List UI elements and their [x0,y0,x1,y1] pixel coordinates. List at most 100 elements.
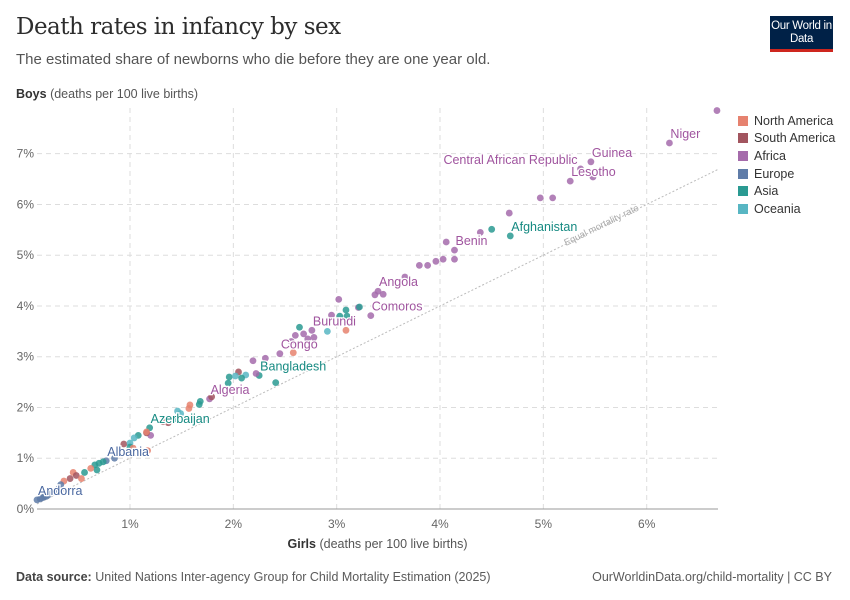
data-point [143,428,150,436]
data-point [78,475,85,482]
data-point [177,410,185,417]
x-axis-label-bold: Girls [287,537,317,551]
y-axis-label: Boys (deaths per 100 live births) [16,87,198,101]
legend-item[interactable]: Oceania [738,200,835,218]
data-point [252,370,260,377]
data-point [120,440,128,448]
data-source-label: Data source: [16,570,92,584]
data-point [304,335,312,343]
data-point [424,261,432,269]
equal-mortality-line [36,168,719,505]
data-source: Data source: United Nations Inter-agency… [16,570,491,584]
data-point [232,372,239,380]
data-point [335,295,343,303]
y-tick-label: 7% [17,147,35,161]
data-point [439,255,447,263]
data-point [323,327,331,335]
data-point [379,290,387,298]
point-label: Algeria [211,383,250,397]
data-point [195,401,203,408]
data-point [185,405,193,412]
y-axis-label-unit: (deaths per 100 live births) [50,87,199,101]
data-point [93,466,101,474]
data-point [42,492,50,500]
data-point [224,379,232,387]
legend-label: Africa [754,148,786,163]
data-point [451,246,458,254]
data-point [130,434,138,442]
owid-logo[interactable]: Our World in Data [770,16,833,52]
data-point [225,373,233,381]
data-point [432,257,440,265]
data-point [111,454,118,462]
data-point [328,311,335,319]
point-label: Andorra [38,484,83,498]
point-label: Benin [455,234,487,248]
data-point [587,158,595,166]
point-label: Azerbaijan [151,412,210,426]
x-tick-label: 4% [431,517,449,531]
data-point [488,225,496,233]
data-point [296,323,303,331]
data-point [566,177,574,185]
data-point [261,354,269,362]
data-point [87,464,95,472]
data-point [308,326,316,334]
legend-label: Oceania [754,201,801,216]
data-point [99,458,107,466]
point-label: Bangladesh [260,360,326,374]
x-tick-label: 2% [225,517,243,531]
data-point [55,485,63,493]
data-point [300,330,308,338]
legend-swatch [738,133,748,144]
point-label: Burundi [313,314,356,328]
legend-item[interactable]: South America [738,130,835,148]
y-axis-label-bold: Boys [16,87,47,101]
legend: North America South America Africa Europe As… [738,112,835,218]
data-point [589,173,597,181]
data-point [172,415,179,423]
point-label: Lesotho [571,165,616,179]
data-point [342,306,350,314]
data-point [336,312,344,320]
data-point [451,255,458,263]
data-point [164,419,172,427]
legend-item[interactable]: Europe [738,165,835,183]
point-label: Congo [281,338,318,352]
legend-item[interactable]: Asia [738,182,835,200]
data-point [666,139,673,147]
point-label: Albania [107,445,149,459]
data-point [66,475,74,482]
point-label: Afghanistan [511,220,577,234]
data-point [343,312,351,320]
x-tick-label: 5% [535,517,553,531]
legend-swatch [738,186,748,197]
data-point [415,261,423,269]
x-tick-label: 6% [638,517,656,531]
x-axis-label: Girls (deaths per 100 live births) [0,537,755,551]
data-point [371,291,379,299]
data-point [536,194,544,202]
legend-item[interactable]: Africa [738,147,835,165]
point-label: Comoros [372,300,423,314]
y-tick-label: 1% [17,451,35,465]
data-point [367,312,375,320]
x-tick-label: 3% [328,517,346,531]
data-point [208,393,216,401]
legend-label: South America [754,131,836,146]
legend-item[interactable]: North America [738,112,835,130]
legend-label: Europe [754,166,795,181]
source-link[interactable]: OurWorldinData.org/child-mortality | CC … [592,570,832,584]
data-point [291,332,299,339]
data-point [506,232,514,240]
legend-label: Asia [754,184,779,199]
data-point [442,238,450,246]
legend-swatch [738,115,748,126]
data-point [549,194,557,202]
data-point [144,447,151,455]
y-tick-label: 3% [17,350,35,364]
chart-subtitle: The estimated share of newborns who die … [16,51,491,68]
data-point [342,326,350,334]
data-point [249,357,257,365]
